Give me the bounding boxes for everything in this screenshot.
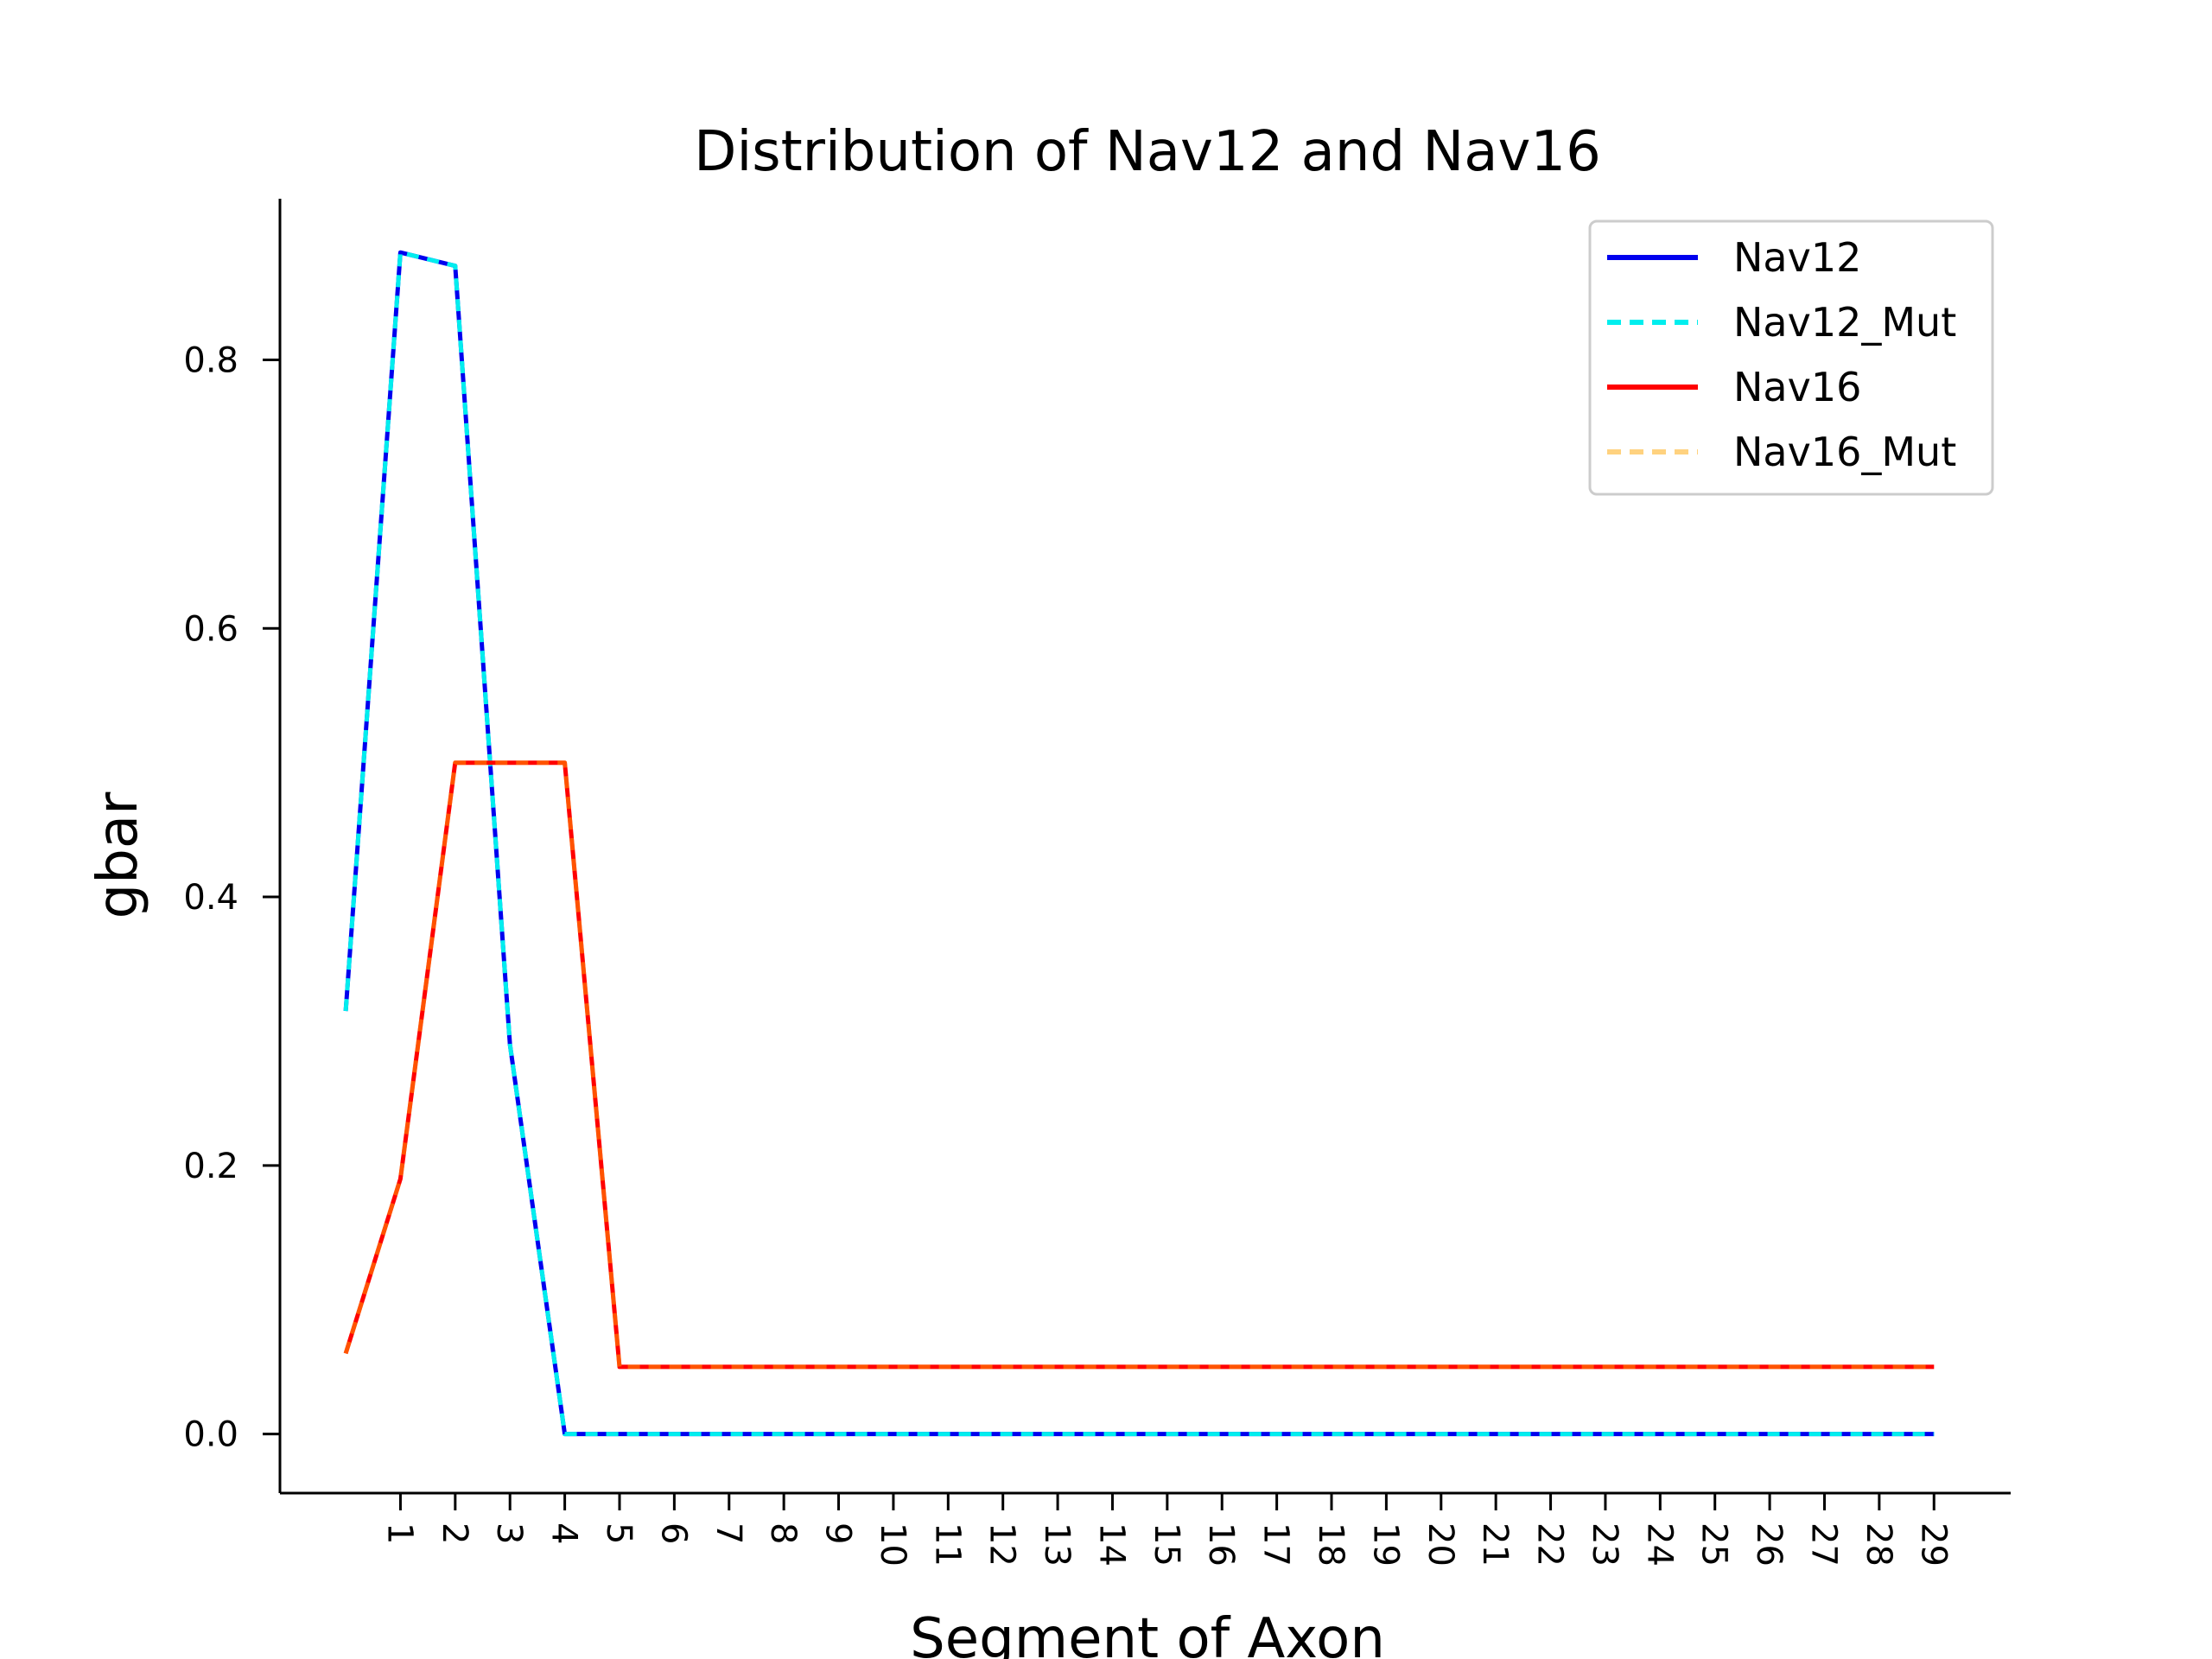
series-line-nav12-mut <box>343 250 1935 1437</box>
x-tick-label: 9 <box>818 1522 858 1544</box>
x-tick-label: 22 <box>1530 1522 1570 1567</box>
y-tick-label: 0.4 <box>183 878 238 918</box>
x-tick-label: 15 <box>1147 1522 1186 1567</box>
x-axis-label: Segment of Axon <box>910 1607 1385 1659</box>
x-tick-label: 19 <box>1365 1522 1405 1567</box>
x-tick-label: 21 <box>1475 1522 1515 1567</box>
x-tick-label: 12 <box>982 1522 1022 1567</box>
x-tick-label: 28 <box>1859 1522 1898 1567</box>
x-tick-label: 26 <box>1749 1522 1789 1567</box>
x-tick-label: 27 <box>1803 1522 1843 1567</box>
x-tick-label: 3 <box>489 1522 529 1544</box>
x-tick-label: 7 <box>709 1522 748 1544</box>
x-tick-label: 11 <box>927 1522 967 1567</box>
x-tick-label: 6 <box>653 1522 693 1544</box>
x-tick-label: 17 <box>1256 1522 1296 1567</box>
x-tick-label: 8 <box>763 1522 803 1544</box>
series-line-nav16 <box>343 760 1935 1370</box>
legend-label: Nav12_Mut <box>1733 299 1956 346</box>
chart-title: Distribution of Nav12 and Nav16 <box>694 120 1601 184</box>
series-line-nav16-mut <box>343 760 1935 1370</box>
x-tick-label: 23 <box>1585 1522 1624 1567</box>
x-tick-label: 14 <box>1091 1522 1131 1567</box>
y-axis-label: gbar <box>86 791 150 918</box>
x-tick-label: 5 <box>599 1522 639 1544</box>
legend-frame <box>1588 219 1994 496</box>
x-tick-label: 25 <box>1694 1522 1734 1567</box>
x-tick-label: 16 <box>1201 1522 1241 1567</box>
x-tick-label: 1 <box>379 1522 419 1544</box>
x-tick-label: 2 <box>435 1522 474 1544</box>
x-tick-label: 10 <box>873 1522 912 1567</box>
axes <box>278 199 2011 1495</box>
legend: Nav12 Nav12_Mut Nav16 Nav16_Mut <box>1588 219 1994 496</box>
x-tick-label: 18 <box>1311 1522 1351 1567</box>
x-axis-ticks: 1 2 3 4 5 6 7 8 9 10 11 12 13 14 15 16 17 18 19 20 21 22 23 24 2… <box>379 1493 1953 1567</box>
plot-area <box>343 250 1935 1437</box>
legend-label: Nav12 <box>1733 234 1861 281</box>
legend-label: Nav16_Mut <box>1733 429 1956 475</box>
legend-label: Nav16 <box>1733 364 1861 410</box>
x-tick-label: 20 <box>1421 1522 1460 1567</box>
y-tick-label: 0.2 <box>183 1147 238 1186</box>
y-tick-label: 0.0 <box>183 1415 238 1455</box>
x-tick-label: 13 <box>1037 1522 1077 1567</box>
x-tick-label: 24 <box>1639 1522 1679 1567</box>
y-tick-label: 0.8 <box>183 340 238 380</box>
y-tick-label: 0.6 <box>183 609 238 649</box>
y-axis-ticks: 0.0 0.2 0.4 0.6 0.8 <box>183 340 280 1455</box>
x-tick-label: 4 <box>544 1522 584 1544</box>
x-tick-label: 29 <box>1913 1522 1953 1567</box>
